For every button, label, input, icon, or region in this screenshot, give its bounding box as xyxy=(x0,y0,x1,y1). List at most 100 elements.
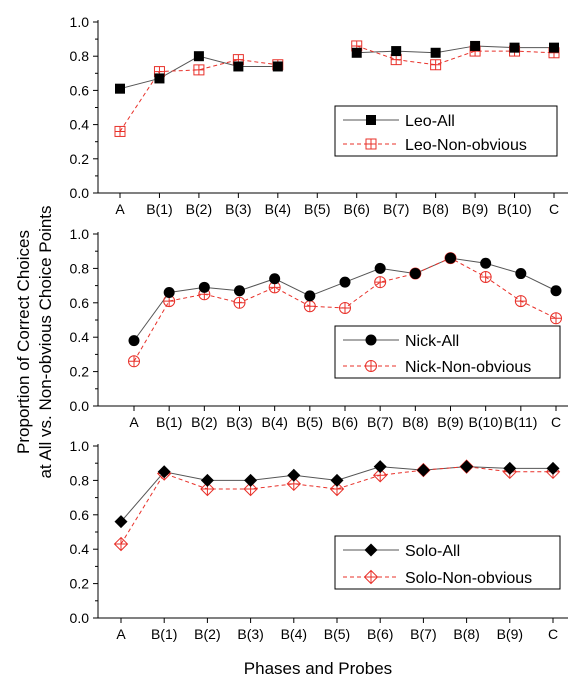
series-line-2 xyxy=(120,466,553,545)
x-tick-label: B(7) xyxy=(383,201,409,217)
data-point xyxy=(460,460,474,474)
x-tick-label: B(4) xyxy=(281,626,307,642)
legend-marker xyxy=(363,569,379,585)
data-point xyxy=(515,268,527,280)
data-point xyxy=(272,61,283,72)
x-tick-label: A xyxy=(116,626,126,642)
data-point xyxy=(546,461,560,475)
y-tick-label: 1.0 xyxy=(70,226,90,242)
x-tick-label: B(7) xyxy=(367,414,393,430)
chart-panel-1: 0.0 0.2 0.4 0.6 0.8 1.0 A B(1) B(2) B(3) B(4) B(5) B… xyxy=(70,14,568,217)
data-point xyxy=(409,268,421,280)
legend-marker xyxy=(366,115,376,125)
x-tick-label: B(1) xyxy=(146,201,172,217)
x-tick-label: B(2) xyxy=(191,414,217,430)
y-tick-label: 0.2 xyxy=(70,576,90,592)
x-tick-label: B(1) xyxy=(156,414,182,430)
y-tick-label: 0.8 xyxy=(70,472,90,488)
data-point xyxy=(157,465,171,479)
data-point xyxy=(114,125,126,137)
legend-box xyxy=(334,105,558,157)
data-point xyxy=(154,73,165,84)
data-point xyxy=(479,271,492,283)
data-point xyxy=(445,252,456,264)
data-point xyxy=(549,42,559,53)
x-tick-label: B(11) xyxy=(504,414,537,430)
x-tick-label: B(6) xyxy=(367,626,393,642)
x-tick-label: A xyxy=(115,201,125,217)
x-tick-label: C xyxy=(551,414,561,430)
legend-box xyxy=(334,535,561,590)
data-point xyxy=(163,286,175,298)
data-point xyxy=(128,355,140,368)
legend: Leo-All Leo-Non-obvious xyxy=(334,105,558,157)
legend-marker xyxy=(365,334,377,346)
data-point xyxy=(269,273,281,285)
x-tick-label: B(3) xyxy=(226,414,252,430)
legend-marker xyxy=(365,360,377,372)
y-axis-title-line-2: at All vs. Non-obvious Choice Points xyxy=(36,205,55,478)
data-point xyxy=(303,300,316,313)
y-tick-label: 0.0 xyxy=(70,610,90,626)
y-tick-label: 0.6 xyxy=(70,507,90,523)
data-point xyxy=(374,262,386,274)
x-tick-label: B(1) xyxy=(151,626,177,642)
chart-panel-2: 0.0 0.2 0.4 0.6 0.8 1.0 A B(1) B(2) B(3) B(4) B(5) B… xyxy=(70,226,568,430)
x-tick-label: B(6) xyxy=(344,201,370,217)
legend: Solo-All Solo-Non-obvious xyxy=(334,535,561,590)
data-point xyxy=(339,301,351,314)
x-tick-label: B(2) xyxy=(194,626,220,642)
data-point xyxy=(374,276,387,289)
x-axis-title: Phases and Probes xyxy=(244,659,392,678)
data-point xyxy=(390,54,402,66)
data-point xyxy=(550,312,562,325)
x-tick-label: B(5) xyxy=(324,626,350,642)
data-point xyxy=(200,473,214,487)
data-point xyxy=(193,64,205,76)
y-tick-label: 0.4 xyxy=(70,117,90,133)
x-tick-label: C xyxy=(549,201,559,217)
y-tick-label: 0.4 xyxy=(70,329,90,345)
data-point xyxy=(391,46,402,57)
data-point xyxy=(503,461,517,475)
data-point xyxy=(351,47,362,58)
y-tick-label: 0.6 xyxy=(70,295,90,311)
data-point xyxy=(514,295,527,308)
x-tick-label: B(3) xyxy=(237,626,263,642)
data-point xyxy=(287,468,301,482)
data-point xyxy=(480,257,492,269)
x-tick-label: B(9) xyxy=(462,201,488,217)
legend-label: Nick-Non-obvious xyxy=(405,359,531,376)
y-tick-label: 0.0 xyxy=(70,185,90,201)
x-tick-label: B(10) xyxy=(469,414,503,430)
data-point xyxy=(115,83,125,94)
chart-panels: 0.0 0.2 0.4 0.6 0.8 1.0 A B(1) B(2) B(3) B(4) B(5) B… xyxy=(70,14,568,642)
x-tick-label: B(2) xyxy=(186,201,212,217)
y-tick-label: 0.8 xyxy=(70,48,90,64)
x-tick-label: B(9) xyxy=(437,414,463,430)
x-tick-label: B(10) xyxy=(497,201,531,217)
legend-label: Solo-Non-obvious xyxy=(405,570,532,587)
data-point xyxy=(114,515,128,529)
data-point xyxy=(304,290,316,302)
y-tick-label: 0.4 xyxy=(70,541,90,557)
y-tick-label: 1.0 xyxy=(70,14,90,30)
data-point xyxy=(373,460,387,474)
data-point xyxy=(470,40,481,51)
x-tick-label: B(4) xyxy=(265,201,291,217)
y-tick-label: 0.2 xyxy=(70,364,90,380)
x-tick-label: A xyxy=(129,414,139,430)
data-point xyxy=(128,335,140,347)
y-tick-label: 1.0 xyxy=(70,438,90,454)
x-tick-label: B(3) xyxy=(225,201,251,217)
data-point xyxy=(509,42,520,53)
y-tick-label: 0.8 xyxy=(70,260,90,276)
data-point xyxy=(198,281,210,293)
legend: Nick-All Nick-Non-obvious xyxy=(334,325,561,379)
x-tick-label: B(8) xyxy=(453,626,479,642)
data-point xyxy=(550,285,562,297)
x-tick-label: B(6) xyxy=(332,414,358,430)
legend-box xyxy=(334,325,561,379)
x-tick-label: C xyxy=(548,626,558,642)
